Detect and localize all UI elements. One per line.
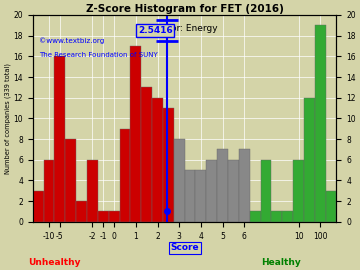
Bar	[141, 87, 152, 222]
Bar	[217, 149, 228, 222]
Bar	[163, 108, 174, 222]
Bar	[65, 139, 76, 222]
Bar	[87, 160, 98, 222]
Bar	[293, 160, 304, 222]
Bar	[120, 129, 130, 222]
Bar	[304, 98, 315, 222]
Bar	[109, 211, 120, 222]
Bar	[282, 211, 293, 222]
Bar	[44, 160, 54, 222]
Bar	[54, 56, 65, 222]
Bar	[98, 211, 109, 222]
Text: The Research Foundation of SUNY: The Research Foundation of SUNY	[39, 52, 158, 58]
Bar	[250, 211, 261, 222]
Bar	[271, 211, 282, 222]
Title: Z-Score Histogram for FET (2016): Z-Score Histogram for FET (2016)	[86, 4, 284, 14]
Bar	[261, 160, 271, 222]
Bar	[239, 149, 250, 222]
X-axis label: Score: Score	[170, 243, 199, 252]
Text: ©www.textbiz.org: ©www.textbiz.org	[39, 38, 104, 44]
Bar	[76, 201, 87, 222]
Bar	[315, 25, 326, 222]
Bar	[33, 191, 44, 222]
Text: Healthy: Healthy	[261, 258, 301, 267]
Bar	[152, 98, 163, 222]
Bar	[206, 160, 217, 222]
Bar	[185, 170, 195, 222]
Bar	[195, 170, 206, 222]
Bar	[174, 139, 185, 222]
Text: 2.5416: 2.5416	[138, 26, 173, 35]
Bar	[326, 191, 337, 222]
Bar	[130, 46, 141, 222]
Text: Sector: Energy: Sector: Energy	[151, 24, 218, 33]
Bar	[228, 160, 239, 222]
Y-axis label: Number of companies (339 total): Number of companies (339 total)	[4, 63, 11, 174]
Text: Unhealthy: Unhealthy	[28, 258, 80, 267]
